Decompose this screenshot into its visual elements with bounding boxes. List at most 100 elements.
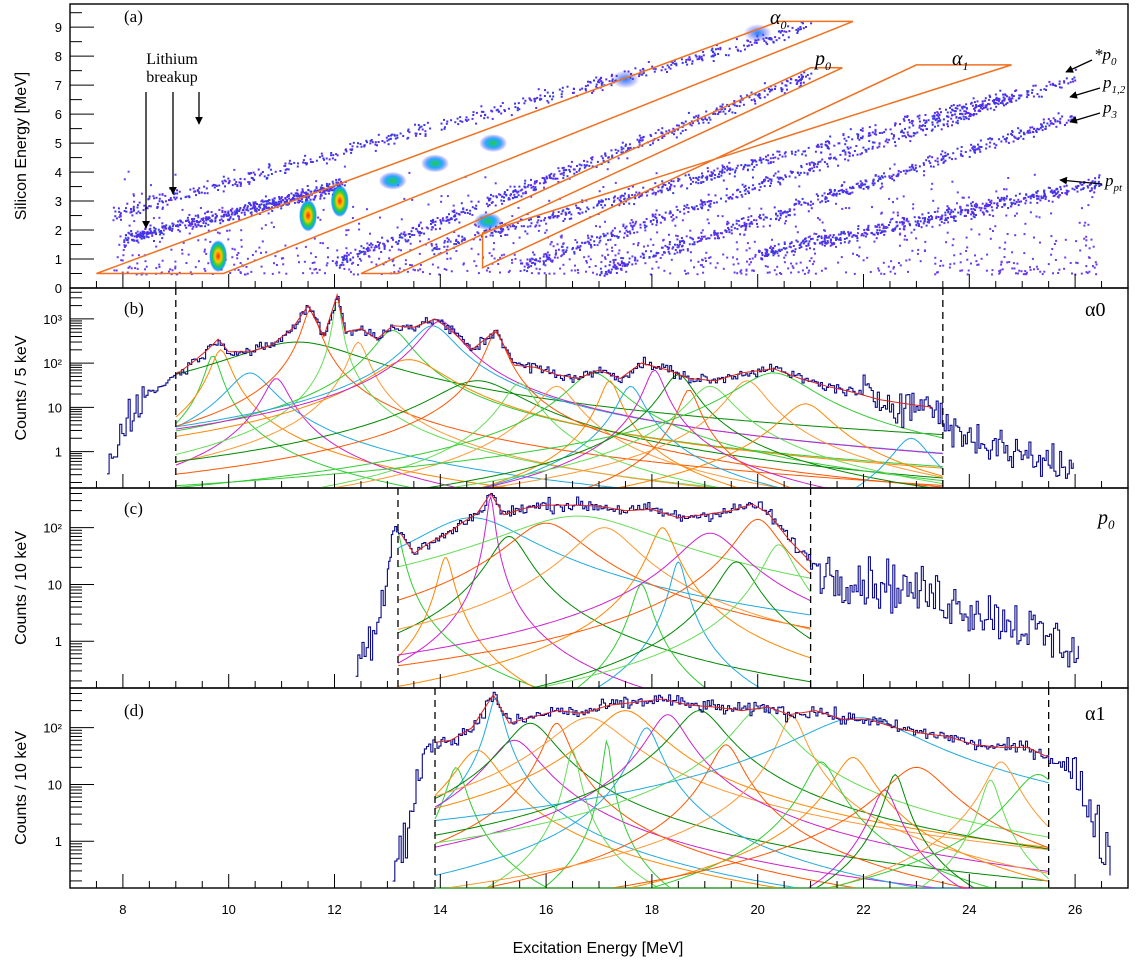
scatter-point <box>519 270 522 272</box>
scatter-point <box>676 209 679 211</box>
scatter-point <box>928 219 931 222</box>
scatter-point <box>936 271 939 274</box>
scatter-point <box>881 131 884 134</box>
scatter-point <box>552 177 555 180</box>
scatter-point <box>184 196 187 199</box>
scatter-point <box>626 264 629 267</box>
scatter-point <box>330 152 333 154</box>
scatter-point <box>945 219 948 221</box>
scatter-point <box>203 267 206 270</box>
scatter-point <box>239 181 242 184</box>
scatter-point <box>579 208 582 211</box>
scatter-point <box>502 228 504 231</box>
scatter-point <box>754 100 756 103</box>
scatter-point <box>939 119 942 122</box>
scatter-point <box>235 181 238 184</box>
scatter-point <box>169 187 172 190</box>
scatter-point <box>430 219 433 222</box>
scatter-point <box>412 226 415 229</box>
scatter-point <box>434 220 437 223</box>
scatter-point <box>380 251 383 253</box>
scatter-point <box>259 212 261 215</box>
scatter-point <box>1098 174 1101 177</box>
scatter-point <box>652 255 655 258</box>
scatter-point <box>739 233 742 236</box>
scatter-point <box>833 144 836 147</box>
scatter-point <box>421 128 424 131</box>
scatter-point <box>662 216 664 219</box>
scatter-point <box>161 206 164 209</box>
scatter-point <box>325 162 328 165</box>
scatter-point <box>703 235 706 238</box>
scatter-point <box>997 100 1000 103</box>
scatter-point <box>670 184 673 187</box>
scatter-point <box>548 272 551 275</box>
scatter-point <box>1032 194 1035 196</box>
scatter-point <box>319 218 322 221</box>
scatter-point <box>1032 135 1035 138</box>
scatter-point <box>343 184 346 187</box>
scatter-point <box>831 242 833 245</box>
scatter-point <box>224 213 226 216</box>
scatter-point <box>538 215 541 218</box>
scatter-point <box>601 157 604 160</box>
scatter-point <box>766 250 768 253</box>
scatter-point <box>296 254 299 257</box>
scatter-point <box>503 109 506 111</box>
scatter-point <box>805 240 808 243</box>
fit-component <box>397 535 811 683</box>
scatter-point <box>518 185 521 188</box>
scatter-point <box>903 119 906 122</box>
scatter-point <box>134 267 137 270</box>
scatter-point <box>702 54 705 57</box>
scatter-point <box>249 207 252 210</box>
scatter-point <box>368 255 371 258</box>
scatter-point <box>138 201 141 204</box>
scatter-point <box>755 160 758 163</box>
scatter-point <box>563 253 565 255</box>
scatter-point <box>984 99 987 102</box>
scatter-point <box>455 243 458 245</box>
scatter-point <box>297 195 300 198</box>
scatter-point <box>221 206 224 209</box>
scatter-point <box>721 169 724 172</box>
scatter-point <box>980 146 983 148</box>
scatter-point <box>1029 131 1032 134</box>
scatter-point <box>168 227 171 230</box>
scatter-point <box>1061 192 1064 194</box>
scatter-point <box>770 251 773 254</box>
scatter-point <box>208 217 211 219</box>
scatter-point <box>681 239 684 242</box>
scatter-point <box>263 204 266 206</box>
scatter-point <box>987 198 990 201</box>
scatter-point <box>892 266 895 269</box>
scatter-point <box>986 108 989 111</box>
scatter-point <box>562 177 565 180</box>
scatter-point <box>814 252 816 255</box>
scatter-point <box>488 199 491 202</box>
scatter-point <box>883 131 886 134</box>
scatter-point <box>974 148 977 151</box>
scatter-point <box>884 128 887 131</box>
scatter-point <box>553 272 556 275</box>
scatter-point <box>963 110 966 113</box>
scatter-point <box>1027 94 1030 96</box>
scatter-point <box>322 242 324 245</box>
scatter-point <box>951 244 954 247</box>
scatter-point <box>549 259 552 262</box>
scatter-point <box>942 124 945 127</box>
scatter-point <box>320 184 323 187</box>
scatter-point <box>743 221 746 224</box>
scatter-point <box>861 127 864 130</box>
scatter-point <box>829 244 832 247</box>
scatter-point <box>873 240 876 243</box>
scatter-point <box>831 194 834 196</box>
scatter-point <box>837 261 840 264</box>
scatter-point <box>508 269 511 272</box>
scatter-point <box>959 116 962 119</box>
scatter-point <box>419 221 422 224</box>
scatter-point <box>710 200 713 203</box>
scatter-point <box>479 238 482 241</box>
scatter-point <box>557 181 560 183</box>
scatter-point <box>669 211 672 214</box>
